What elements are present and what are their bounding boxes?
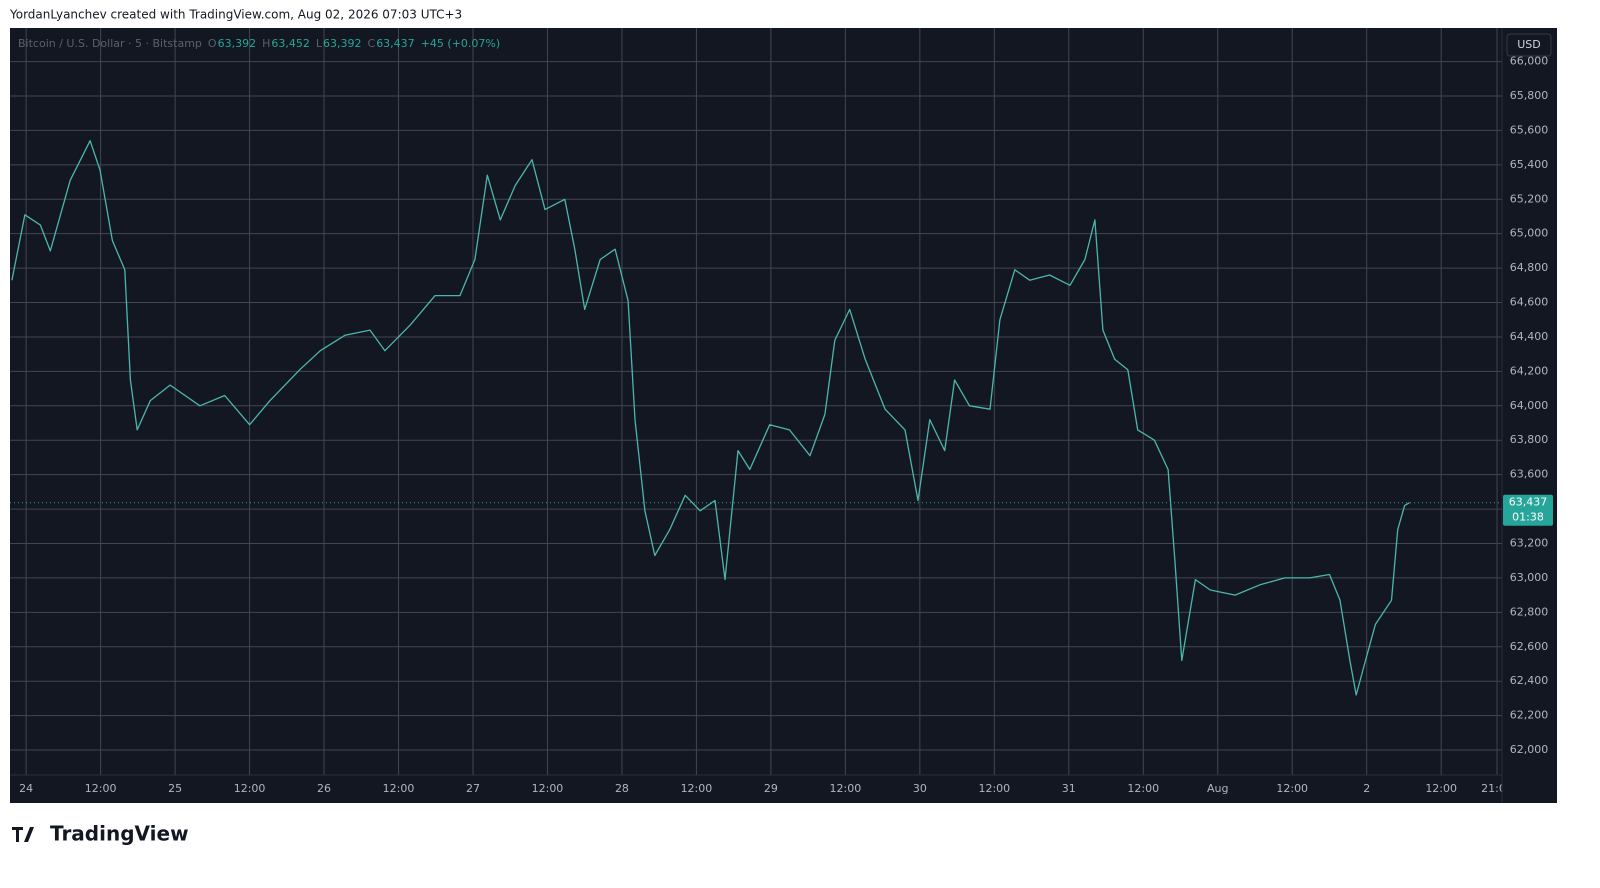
y-tick-label: 63,000 [1510,571,1549,584]
x-tick-label: 12:00 [681,782,713,795]
ohlc-key: H [262,37,270,50]
y-tick-label: 62,400 [1510,674,1549,687]
x-tick-label: 30 [913,782,927,795]
x-tick-label: 12:00 [1425,782,1457,795]
y-tick-label: 66,000 [1510,55,1549,68]
brand-name: TradingView [50,822,189,846]
symbol-legend: Bitcoin / U.S. Dollar · 5 · Bitstamp O 63,… [18,37,500,50]
x-tick-label: 31 [1062,782,1076,795]
y-tick-label: 62,800 [1510,605,1549,618]
ohlc-value: 63,392 [218,37,257,50]
currency-label[interactable]: USD [1517,38,1541,51]
x-tick-label: 12:00 [85,782,117,795]
y-tick-label: 62,000 [1510,743,1549,756]
y-tick-label: 65,800 [1510,89,1549,102]
ohlc-key: O [208,37,217,50]
x-tick-label: 29 [764,782,778,795]
x-tick-label: 12:00 [1276,782,1308,795]
y-tick-label: 65,400 [1510,158,1549,171]
y-tick-label: 62,600 [1510,640,1549,653]
ohlc-value: 63,452 [271,37,310,50]
x-tick-label: 26 [317,782,331,795]
y-tick-label: 65,000 [1510,227,1549,240]
x-tick-label: 27 [466,782,480,795]
ohlc-key: C [368,37,376,50]
last-price-badge [1503,494,1553,526]
y-tick-label: 65,600 [1510,123,1549,136]
y-tick-label: 64,200 [1510,364,1549,377]
currency-button[interactable] [1506,33,1552,57]
y-tick-label: 64,400 [1510,330,1549,343]
chart-background [10,28,1557,803]
x-tick-label: 28 [615,782,629,795]
x-tick-label: Aug [1207,782,1228,795]
change: +45 (+0.07%) [421,37,500,50]
credit: YordanLyanchev created with TradingView.… [9,8,462,22]
y-tick-label: 64,800 [1510,261,1549,274]
ohlc-key: L [316,37,323,50]
x-tick-label: 12:00 [532,782,564,795]
y-tick-label: 64,600 [1510,296,1549,309]
x-axis: 24 12:00 25 12:00 26 12:00 27 12:00 28 12:00 29 12:… [19,782,1513,795]
x-tick-label: 12:00 [1127,782,1159,795]
x-tick-label: 12:00 [830,782,862,795]
x-tick-label: 2 [1363,782,1370,795]
price-axis [1502,28,1557,803]
x-tick-label: 12:00 [234,782,266,795]
y-tick-label: 64,000 [1510,399,1549,412]
x-tick-label: 24 [19,782,33,795]
symbol-title: Bitcoin / U.S. Dollar · 5 · Bitstamp [18,37,202,50]
y-tick-label: 62,200 [1510,709,1549,722]
last-price-label: 63,437 [1509,496,1548,509]
ohlc-value: 63,437 [376,37,415,50]
y-tick-label: 63,200 [1510,536,1549,549]
brand-logo [12,827,34,842]
y-tick-label: 63,600 [1510,468,1549,481]
y-tick-label: 65,200 [1510,192,1549,205]
series [10,140,1502,696]
countdown: 01:38 [1512,511,1544,524]
grid [10,28,1502,775]
price-line [11,140,1410,696]
x-tick-label: 25 [168,782,182,795]
ohlc-value: 63,392 [323,37,362,50]
x-tick-label: 12:00 [383,782,415,795]
y-axis: 62,000 62,200 62,400 62,600 62,800 63,000 63,2… [1510,55,1549,756]
y-tick-label: 63,800 [1510,433,1549,446]
x-tick-label: 12:00 [978,782,1010,795]
